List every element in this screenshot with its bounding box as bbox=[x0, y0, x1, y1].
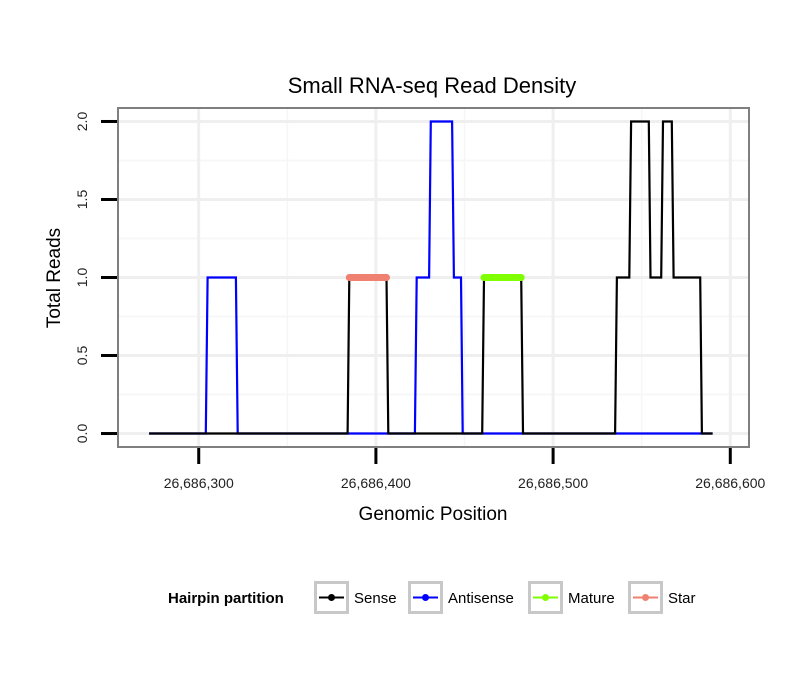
legend-key-point bbox=[542, 594, 549, 601]
legend-key-point bbox=[642, 594, 649, 601]
y-axis-title: Total Reads bbox=[44, 228, 65, 328]
x-tick-label: 26,686,600 bbox=[695, 475, 765, 491]
series-line-sense bbox=[149, 120, 713, 435]
x-tick-label: 26,686,300 bbox=[164, 475, 234, 491]
legend-item-antisense: Antisense bbox=[408, 581, 514, 614]
legend: Hairpin partition Sense Antisense Mature St… bbox=[168, 581, 696, 614]
x-axis-title: Genomic Position bbox=[359, 504, 508, 525]
legend-title: Hairpin partition bbox=[168, 590, 284, 607]
legend-label: Star bbox=[668, 590, 696, 607]
legend-key-point bbox=[328, 594, 335, 601]
axes: 0.0 0.5 1.0 1.5 2.0 26,686,300 26,686,400 26,68… bbox=[74, 112, 766, 491]
y-tick-label: 2.0 bbox=[74, 112, 90, 132]
legend-key-point bbox=[422, 594, 429, 601]
legend-items: Sense Antisense Mature Star bbox=[314, 581, 696, 614]
legend-item-sense: Sense bbox=[314, 581, 397, 614]
series-line-antisense bbox=[149, 120, 713, 435]
legend-item-star: Star bbox=[628, 581, 696, 614]
y-tick-label: 1.5 bbox=[74, 190, 90, 210]
legend-label: Sense bbox=[354, 590, 397, 607]
legend-label: Antisense bbox=[448, 590, 514, 607]
x-tick-label: 26,686,500 bbox=[518, 475, 588, 491]
chart-title: Small RNA-seq Read Density bbox=[288, 73, 577, 98]
legend-item-mature: Mature bbox=[528, 581, 615, 614]
y-tick-label: 0.0 bbox=[74, 424, 90, 444]
plot-panel-border bbox=[117, 107, 750, 448]
x-tick-label: 26,686,400 bbox=[341, 475, 411, 491]
series-layer bbox=[149, 120, 713, 435]
y-tick-label: 1.0 bbox=[74, 268, 90, 288]
legend-label: Mature bbox=[568, 590, 615, 607]
y-tick-label: 0.5 bbox=[74, 346, 90, 366]
